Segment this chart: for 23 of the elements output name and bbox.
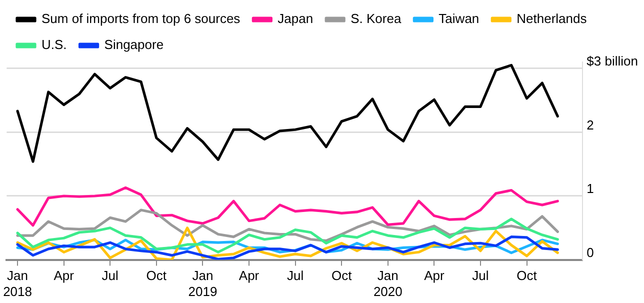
y-tick-label: 2 [586,117,594,132]
x-tick-label: Oct [516,268,538,284]
y-tick-label: 0 [586,244,594,260]
x-tick-label: Apr [54,268,75,284]
legend-label: S. Korea [350,11,402,26]
x-tick-label: Jul [286,268,304,284]
x-tick-label: Jan 2018 [3,268,32,299]
x-tick-label: Oct [146,268,167,284]
x-tick-label: Oct [331,268,352,284]
legend-label: Taiwan [438,11,480,26]
x-tick-label: Jul [102,268,119,284]
x-tick-label: Apr [424,268,445,284]
legend-label: Japan [278,11,314,26]
x-tick-label: Jan 2019 [188,268,218,299]
legend-label: Netherlands [516,11,588,26]
x-tick-label: Jul [472,268,489,284]
y-tick-label: 1 [586,181,594,196]
x-tick-label: Jan 2020 [373,268,402,299]
y-tick-label: $3 billion [586,53,638,68]
x-tick-label: Apr [238,268,260,284]
legend-label: Sum of imports from top 6 sources [42,11,241,26]
legend-label: U.S. [42,37,67,52]
legend-label: Singapore [104,37,164,52]
